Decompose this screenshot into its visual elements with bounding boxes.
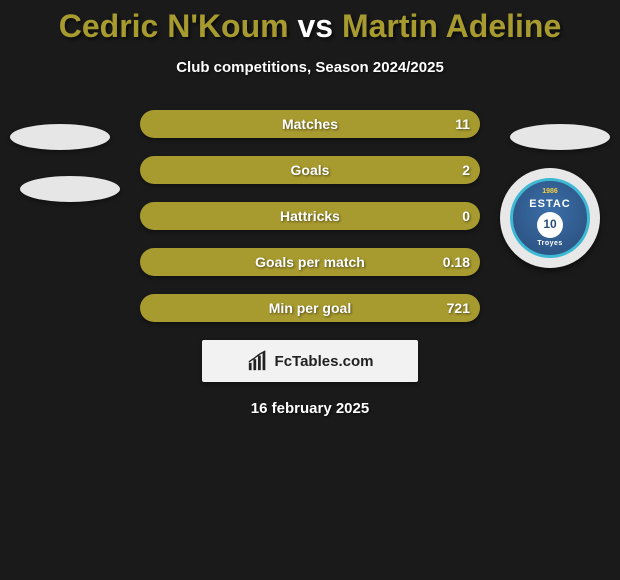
stat-label: Min per goal [269,300,351,316]
stat-bar: Hattricks 0 [140,202,480,230]
player1-name: Cedric N'Koum [59,8,289,44]
vs-text: vs [297,8,333,44]
stat-label: Goals [291,162,330,178]
stat-bar: Matches 11 [140,110,480,138]
fctables-logo-box: FcTables.com [202,340,418,382]
stats-container: Matches 11 Goals 2 Hattricks 0 Goals per match… [0,110,620,322]
stat-bar: Min per goal 721 [140,294,480,322]
stat-right-value: 0 [462,208,470,224]
stat-bar: Goals 2 [140,156,480,184]
fctables-text: FcTables.com [275,353,374,370]
stat-bar: Goals per match 0.18 [140,248,480,276]
page-title: Cedric N'Koum vs Martin Adeline [0,0,620,45]
stat-label: Matches [282,116,338,132]
stat-right-value: 721 [447,300,470,316]
stat-right-value: 0.18 [443,254,470,270]
stat-right-value: 2 [462,162,470,178]
player2-name: Martin Adeline [342,8,561,44]
stat-label: Hattricks [280,208,340,224]
bar-chart-icon [247,350,269,372]
footer-date: 16 february 2025 [0,400,620,417]
subtitle: Club competitions, Season 2024/2025 [0,59,620,76]
stat-label: Goals per match [255,254,365,270]
stat-right-value: 11 [455,116,470,132]
